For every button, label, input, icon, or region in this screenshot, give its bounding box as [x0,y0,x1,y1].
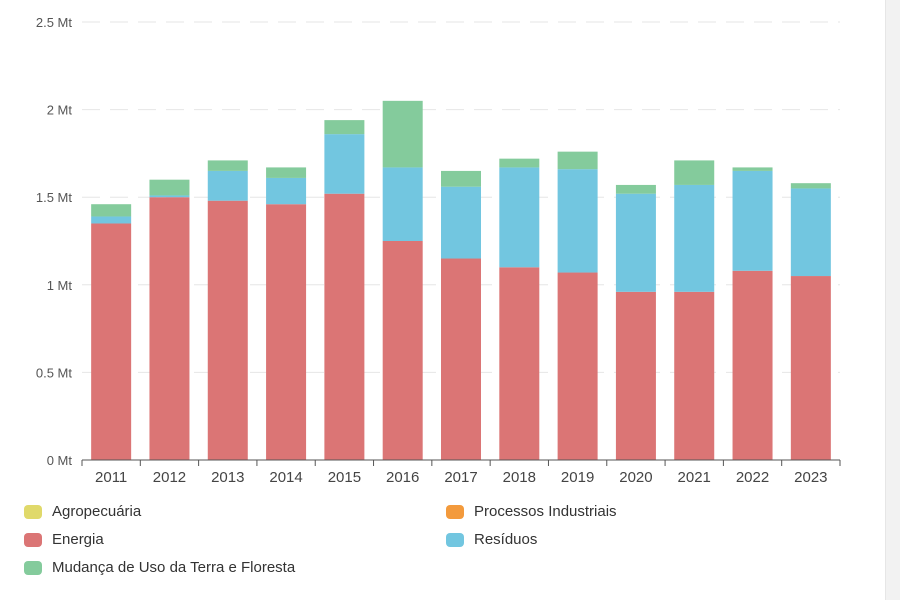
x-tick-label: 2014 [269,469,302,486]
bar-segment [91,216,132,224]
bar-segment [149,197,190,460]
legend-item-energia[interactable]: Energia [24,531,104,548]
x-tick-label: 2011 [95,469,127,486]
bar-segment [266,204,307,460]
bar-segment [324,193,365,461]
bar-segment [615,291,656,460]
legend-swatch-processos-industriais [446,504,464,519]
legend-label-mudanca-uso-terra: Mudança de Uso da Terra e Floresta [52,559,296,576]
x-tick-label: 2020 [619,469,652,486]
bar-segment [790,276,831,460]
bar-segment [207,170,248,201]
bar-segment [615,193,656,292]
x-tick-label: 2013 [211,469,244,486]
x-tick-label: 2022 [736,469,769,486]
bar-segment [266,167,307,178]
bar-segment [557,151,598,170]
x-tick-label: 2017 [444,469,477,486]
x-tick-label: 2012 [153,469,186,486]
bar-segment [266,177,307,205]
bar-segment [91,204,132,217]
x-tick-label: 2015 [328,469,361,486]
legend-label-processos-industriais: Processos Industriais [474,503,617,520]
bar-segment [732,270,773,460]
legend-label-energia: Energia [52,531,104,548]
y-tick-label: 2.5 Mt [36,15,73,30]
bar-segment [324,134,365,194]
bar-segment [499,158,540,168]
bar-segment [382,241,423,460]
y-tick-label: 2 Mt [47,103,73,118]
bar-segment [557,272,598,460]
bar-segment [732,170,773,271]
bar-segment [324,120,365,135]
bar-segment [499,267,540,460]
bar-segment [557,169,598,273]
bar-segment [91,223,132,460]
legend-swatch-agropecuaria [24,504,42,519]
legend-item-agropecuaria[interactable]: Agropecuária [24,503,141,520]
legend-swatch-mudanca-uso-terra [24,560,42,575]
legend-label-agropecuaria: Agropecuária [52,503,142,520]
bar-segment [615,184,656,194]
bar-segment [499,167,540,268]
y-tick-label: 0.5 Mt [36,365,73,380]
x-tick-label: 2016 [386,469,419,486]
legend-swatch-residuos [446,532,464,547]
bar-segment [207,160,248,171]
bar-segment [441,170,481,187]
bar-segment [790,188,831,277]
y-tick-label: 1.5 Mt [36,190,73,205]
legend-item-residuos[interactable]: Resíduos [446,531,537,548]
page-scrollbar[interactable] [885,0,900,600]
x-tick-label: 2018 [503,469,536,486]
y-tick-label: 0 Mt [47,453,73,468]
legend-label-residuos: Resíduos [474,531,538,548]
bar-segment [441,258,481,460]
bar-segment [674,291,715,460]
bar-segment [790,183,831,189]
legend-swatch-energia [24,532,42,547]
bar-segment [732,167,773,171]
legend-item-processos-industriais[interactable]: Processos Industriais [446,503,617,520]
legend-item-mudanca-uso-terra[interactable]: Mudança de Uso da Terra e Floresta [24,559,295,576]
x-tick-label: 2021 [678,469,711,486]
bar-segment [674,184,715,292]
bar-segment [382,167,423,241]
bar-segment [149,179,190,196]
bar-segment [674,160,715,185]
bar-segment [149,195,190,198]
x-tick-label: 2019 [561,469,594,486]
y-tick-label: 1 Mt [47,278,73,293]
x-tick-label: 2023 [794,469,827,486]
bar-segment [207,200,248,461]
bar-segment [441,186,481,259]
bar-segment [382,100,423,168]
